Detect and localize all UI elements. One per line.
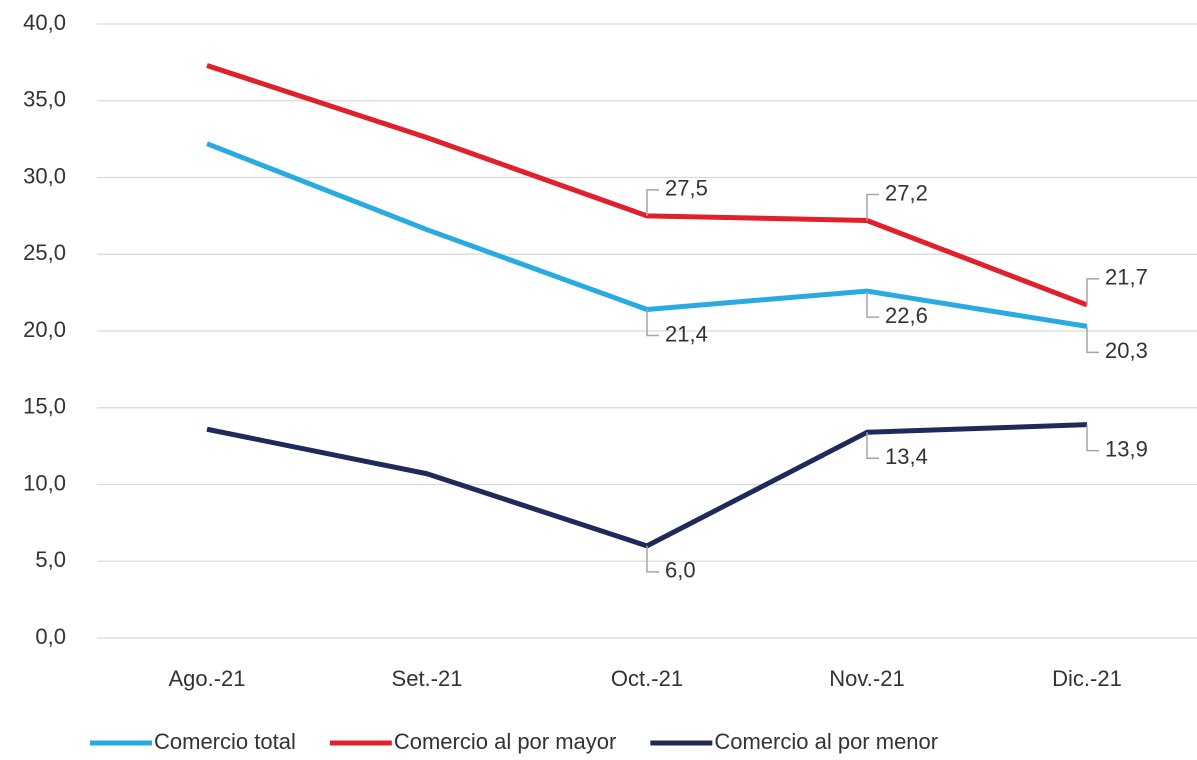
legend-label: Comercio total [154,729,296,754]
y-tick-label: 5,0 [35,547,66,572]
data-label: 21,7 [1105,265,1148,290]
leader-line [646,309,659,337]
legend-label: Comercio al por menor [714,729,938,754]
y-tick-label: 25,0 [23,240,66,265]
leader-line [1086,326,1099,354]
y-tick-label: 35,0 [23,87,66,112]
y-tick-label: 40,0 [23,10,66,35]
y-tick-label: 30,0 [23,163,66,188]
data-label: 21,4 [665,321,708,346]
leader-line [866,432,879,460]
data-label: 20,3 [1105,338,1148,363]
y-tick-label: 10,0 [23,470,66,495]
x-tick-label: Oct.-21 [611,666,683,691]
data-label: 27,2 [885,180,928,205]
data-label: 13,9 [1105,436,1148,461]
data-label: 13,4 [885,444,928,469]
leader-line [1086,278,1099,305]
x-tick-label: Dic.-21 [1052,666,1122,691]
leader-line [646,545,659,573]
x-tick-label: Nov.-21 [829,666,904,691]
series-line [206,422,1088,549]
leader-line [866,291,879,318]
data-label: 6,0 [665,558,696,583]
x-tick-label: Ago.-21 [168,666,245,691]
y-tick-label: 0,0 [35,624,66,649]
x-tick-label: Set.-21 [392,666,463,691]
series-line [206,141,1088,329]
leader-line [866,193,879,221]
series-line [206,63,1088,308]
y-tick-label: 20,0 [23,317,66,342]
y-tick-label: 15,0 [23,394,66,419]
data-label: 27,5 [665,176,708,201]
data-label: 22,6 [885,303,928,328]
legend-label: Comercio al por mayor [394,729,617,754]
leader-line [646,189,659,216]
leader-line [1086,424,1099,452]
